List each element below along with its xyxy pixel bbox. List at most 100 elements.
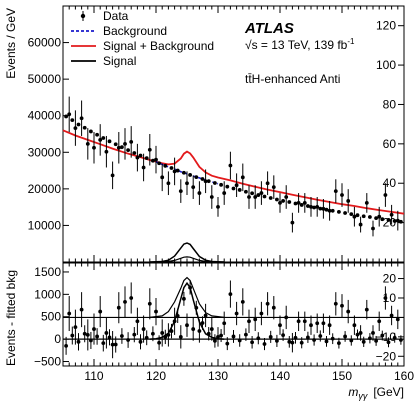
data-point: [234, 183, 239, 188]
data-dense-point: [213, 181, 217, 185]
data-point: [278, 201, 282, 205]
ratio-data-points: [64, 280, 403, 359]
residual-point: [166, 333, 171, 337]
data-point: [123, 141, 127, 146]
data-point: [377, 214, 382, 219]
residual-point: [141, 327, 146, 331]
residual-dense-point: [144, 335, 149, 340]
residual-point: [216, 334, 220, 339]
residual-dense-point: [361, 339, 366, 344]
residual-point: [92, 327, 96, 331]
main-x-axis-ticks: [62, 6, 405, 262]
residual-point: [284, 315, 289, 320]
legend-label: Signal: [103, 54, 136, 68]
residual-point: [377, 319, 382, 324]
main-right-y-tick-label: 120: [376, 19, 396, 33]
residual-point: [147, 301, 152, 306]
data-dense-point: [368, 215, 372, 219]
residual-point: [123, 299, 127, 304]
data-point: [395, 218, 400, 223]
residual-dense-point: [337, 341, 341, 346]
data-dense-point: [126, 148, 130, 152]
main-y-axis-label: Events / GeV: [4, 8, 18, 79]
data-point: [104, 149, 109, 154]
residual-point: [327, 323, 332, 328]
residual-dense-point: [250, 340, 255, 345]
ratio-left-y-tick-label: −500: [34, 355, 61, 369]
data-point: [340, 193, 344, 197]
residual-point: [222, 321, 227, 326]
residual-point: [253, 317, 258, 322]
data-dense-point: [64, 114, 68, 119]
signal-plus-background-curve: [62, 129, 405, 215]
data-point: [141, 165, 146, 170]
legend-label: Background: [103, 24, 167, 38]
residual-point: [383, 296, 388, 300]
residual-dense-point: [194, 305, 199, 310]
data-point: [364, 201, 369, 205]
residual-dense-point: [392, 335, 397, 340]
data-point: [129, 139, 134, 144]
ratio-right-y-tick-label: 20: [383, 272, 397, 286]
ratio-curves: [63, 276, 404, 340]
data-point: [116, 145, 121, 150]
residual-dense-point: [281, 333, 285, 337]
data-point: [247, 195, 251, 199]
residual-dense-point: [293, 335, 298, 340]
residual-point: [160, 331, 165, 335]
data-point: [389, 212, 394, 217]
data-point: [166, 181, 171, 186]
data-dense-point: [237, 188, 242, 192]
data-point: [259, 191, 264, 195]
residual-point: [129, 296, 134, 300]
data-dense-point: [144, 156, 149, 161]
category-label: tt̄H-enhanced Anti: [245, 72, 340, 86]
data-dense-point: [324, 207, 329, 212]
data-dense-point: [169, 166, 174, 170]
residual-dense-point: [82, 331, 87, 336]
residual-point: [315, 321, 320, 326]
data-point: [240, 175, 245, 180]
residual-dense-point: [64, 343, 68, 348]
data-point: [265, 181, 270, 186]
residual-dense-point: [262, 342, 267, 346]
data-dense-point: [188, 173, 193, 177]
residual-dense-point: [237, 338, 242, 343]
residual-dense-point: [268, 334, 273, 339]
data-point: [73, 126, 78, 130]
data-dense-point: [380, 217, 385, 222]
residual-point: [240, 299, 245, 304]
residual-point: [209, 327, 214, 331]
energy-lumi-exponent: -1: [347, 37, 355, 46]
data-dense-point: [268, 196, 273, 200]
residual-dense-point: [355, 332, 360, 337]
data-dense-point: [337, 209, 341, 214]
x-axis-ticks: 110 120 130 140 150 160: [62, 263, 414, 383]
residual-dense-point: [349, 338, 354, 343]
main-right-y-tick-label: 60: [383, 137, 397, 151]
x-axis-symbol: m: [348, 385, 358, 399]
residual-point: [98, 309, 103, 314]
residual-dense-point: [380, 333, 385, 338]
residual-point: [247, 319, 251, 324]
legend-label: Signal + Background: [103, 39, 214, 53]
residual-point: [352, 323, 357, 328]
residual-dense-point: [318, 334, 323, 338]
data-dense-point: [151, 158, 155, 163]
residual-dense-point: [101, 341, 106, 346]
x-tick-label: 130: [208, 369, 228, 383]
main-right-y-tick-label: 80: [383, 97, 397, 111]
data-point: [135, 155, 140, 160]
data-dense-point: [138, 153, 143, 158]
residual-point: [358, 331, 363, 335]
ratio-left-y-tick-label: 500: [41, 310, 61, 324]
data-dense-point: [386, 218, 391, 222]
ratio-right-y-tick-label: −10: [376, 330, 397, 344]
ratio-right-axis: −20 −10 10 20: [376, 272, 404, 363]
residual-point: [333, 301, 338, 306]
data-dense-point: [107, 139, 112, 144]
data-dense-point: [275, 197, 279, 202]
x-tick-label: 140: [270, 369, 290, 383]
data-dense-point: [355, 213, 360, 218]
